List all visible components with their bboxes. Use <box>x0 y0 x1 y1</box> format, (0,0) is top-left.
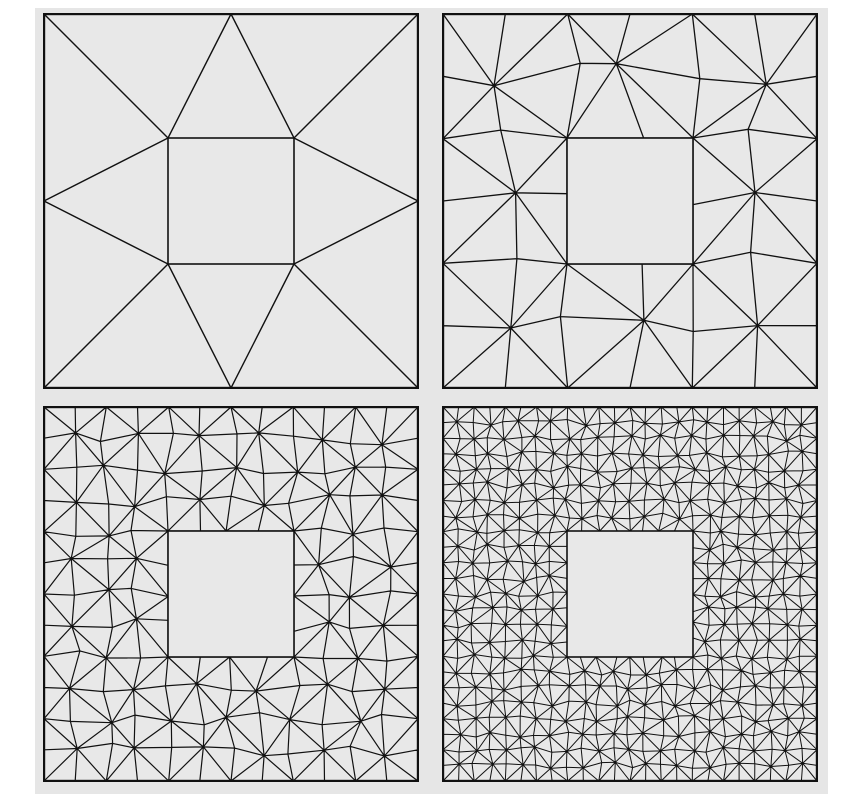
coarse-mesh-panel <box>43 13 419 389</box>
mesh-edges <box>442 406 818 782</box>
refined-mesh-level-3-panel <box>442 406 818 782</box>
refined-mesh-level-1-panel <box>442 13 818 389</box>
refined-mesh-level-1 <box>442 13 818 389</box>
mesh-edges <box>43 13 419 389</box>
square-hole <box>167 530 295 658</box>
coarse-mesh <box>43 13 419 389</box>
square-hole <box>167 137 295 265</box>
square-hole <box>566 530 694 658</box>
mesh-refinement-figure <box>35 8 828 794</box>
refined-mesh-level-3 <box>442 406 818 782</box>
refined-mesh-level-2 <box>43 406 419 782</box>
square-hole <box>566 137 694 265</box>
refined-mesh-level-2-panel <box>43 406 419 782</box>
